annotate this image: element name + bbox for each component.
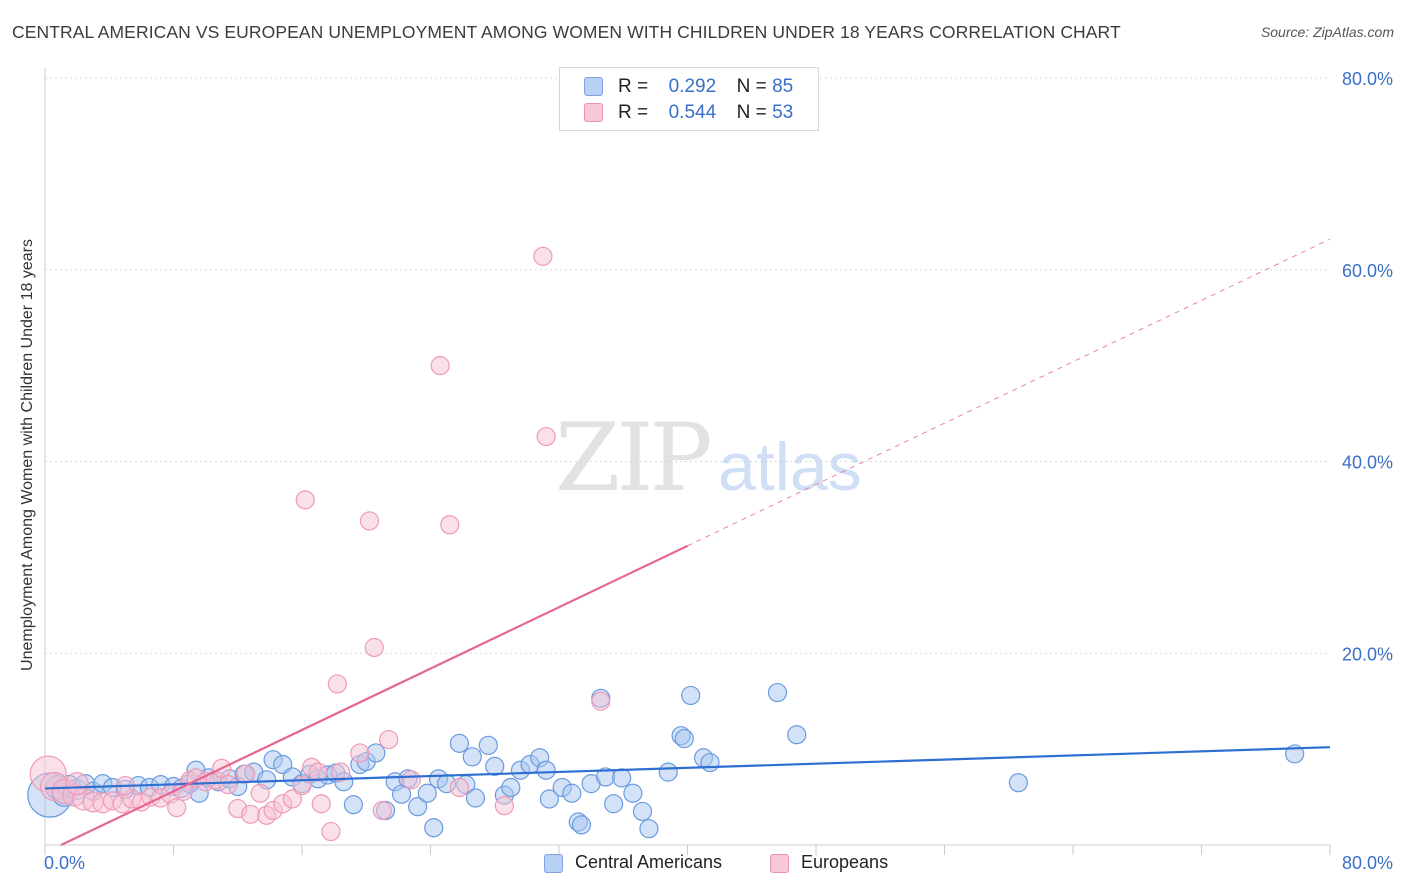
blue-data-point	[767, 682, 788, 703]
pink-data-point	[591, 691, 611, 711]
pink-data-point	[536, 426, 556, 447]
source-credit: Source: ZipAtlas.com	[1260, 24, 1394, 40]
blue-data-point	[465, 788, 486, 808]
blue-data-point	[604, 794, 624, 814]
legend-r-value-pink: 0.544	[668, 102, 717, 123]
blue-data-point	[787, 725, 807, 745]
pink-data-point	[218, 774, 238, 795]
legend-r-value-blue: 0.292	[668, 76, 717, 97]
pink-data-point	[372, 800, 392, 821]
watermark-zip: ZIP	[555, 404, 709, 513]
pink-data-point	[311, 794, 331, 814]
y-tick-label: 40.0%	[1342, 453, 1393, 473]
blue-data-point	[536, 760, 556, 780]
blue-data-point	[417, 783, 437, 803]
legend-r-label-blue: R =	[618, 76, 649, 97]
pink-data-point	[236, 764, 256, 784]
blue-trend-line	[44, 746, 1331, 790]
y-tick-label: 20.0%	[1342, 644, 1393, 664]
pink-data-point	[494, 796, 514, 816]
blue-data-point	[343, 795, 363, 815]
pink-data-point	[321, 821, 341, 842]
legend-n-value-pink: 53	[772, 102, 794, 123]
legend-swatch-blue	[584, 77, 603, 96]
blue-data-point	[632, 801, 653, 822]
blue-data-point	[408, 797, 428, 817]
pink-data-point	[308, 762, 328, 782]
legend-n-label-blue: N =	[736, 76, 767, 97]
pink-data-point	[330, 762, 351, 782]
blue-data-point	[539, 789, 559, 809]
pink-data-point	[359, 511, 380, 531]
pink-data-point	[65, 772, 89, 796]
pink-data-point	[250, 783, 270, 803]
y-tick-label: 80.0%	[1342, 69, 1393, 89]
y-tick-label: 60.0%	[1342, 261, 1393, 281]
pink-data-point	[241, 804, 261, 824]
blue-data-point	[639, 819, 659, 839]
blue-data-point	[562, 783, 582, 803]
bottom-legend-swatch-blue	[544, 854, 563, 873]
legend-n-value-blue: 85	[772, 76, 794, 97]
pink-data-point	[350, 743, 370, 763]
pink-trend-extension	[687, 238, 1331, 547]
legend-r-label-pink: R =	[618, 102, 649, 123]
blue-data-point	[681, 685, 701, 706]
bottom-legend-label-pink: Europeans	[801, 852, 889, 872]
x-tick-label: 0.0%	[44, 853, 85, 873]
stats-legend: R = 0.292 N = 85 R = 0.544 N = 53	[559, 67, 819, 131]
pink-data-point	[295, 490, 315, 510]
x-tick-label: 80.0%	[1342, 853, 1393, 873]
blue-data-point	[1008, 773, 1028, 793]
pink-data-point	[401, 770, 421, 790]
pink-data-point	[282, 789, 302, 809]
pink-data-point	[449, 777, 470, 798]
pink-data-point	[430, 356, 450, 376]
pink-data-point	[364, 637, 384, 658]
blue-data-point	[478, 735, 498, 755]
blue-data-point	[485, 756, 505, 776]
blue-data-point	[449, 733, 470, 753]
blue-data-point	[658, 762, 678, 782]
blue-data-point	[366, 743, 386, 763]
pink-data-point	[533, 246, 553, 266]
bottom-legend-label-blue: Central Americans	[575, 852, 723, 872]
blue-data-point	[674, 728, 694, 749]
legend-swatch-pink	[584, 103, 603, 122]
pink-data-point	[440, 515, 460, 535]
blue-data-point	[571, 815, 592, 835]
blue-data-point	[501, 777, 521, 798]
pink-data-point	[327, 674, 347, 694]
blue-data-point	[424, 818, 444, 838]
blue-data-point	[623, 783, 643, 803]
blue-data-point	[700, 752, 720, 773]
bottom-legend-swatch-pink	[770, 854, 789, 873]
blue-data-point	[462, 747, 482, 767]
y-axis-label: Unemployment Among Women with Children U…	[19, 239, 36, 671]
legend-n-label-pink: N =	[736, 102, 767, 123]
pink-trend-line	[60, 544, 688, 846]
blue-data-point	[612, 768, 632, 788]
watermark-atlas: atlas	[718, 429, 862, 505]
pink-data-point	[167, 798, 187, 818]
pink-data-point	[379, 729, 399, 750]
chart-title: CENTRAL AMERICAN VS EUROPEAN UNEMPLOYMEN…	[12, 22, 1121, 42]
